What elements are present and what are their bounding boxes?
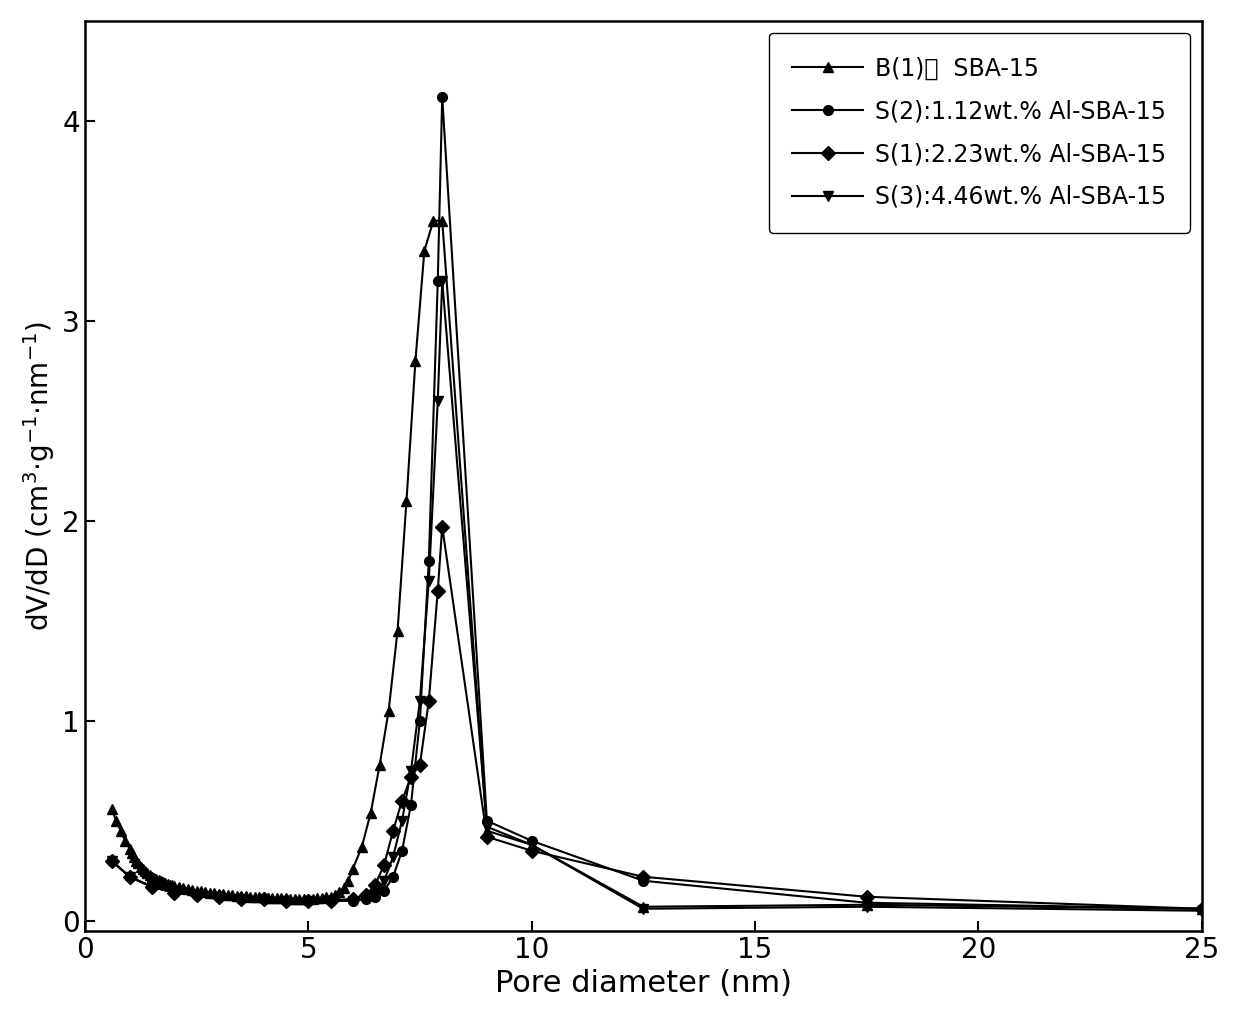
Line: S(2):1.12wt.% Al-SBA-15: S(2):1.12wt.% Al-SBA-15 — [107, 92, 1207, 914]
S(3):4.46wt.% Al-SBA-15 — [144, 880, 159, 893]
S(2):1.12wt.% Al-SBA-15 — [257, 893, 272, 905]
S(3):4.46wt.% Al-SBA-15 — [422, 575, 436, 587]
S(1):2.23wt.% Al-SBA-15 — [403, 770, 418, 783]
S(2):1.12wt.% Al-SBA-15 — [234, 893, 249, 905]
S(3):4.46wt.% Al-SBA-15 — [368, 889, 383, 901]
X-axis label: Pore diameter (nm): Pore diameter (nm) — [495, 969, 791, 999]
S(2):1.12wt.% Al-SBA-15 — [525, 835, 539, 847]
S(2):1.12wt.% Al-SBA-15 — [324, 895, 339, 907]
S(1):2.23wt.% Al-SBA-15 — [422, 695, 436, 707]
S(3):4.46wt.% Al-SBA-15 — [636, 903, 651, 915]
B(1)：  SBA-15 — [104, 803, 119, 815]
B(1)：  SBA-15 — [216, 889, 231, 901]
S(2):1.12wt.% Al-SBA-15 — [386, 870, 401, 882]
S(3):4.46wt.% Al-SBA-15 — [234, 893, 249, 905]
S(2):1.12wt.% Al-SBA-15 — [413, 714, 428, 727]
S(1):2.23wt.% Al-SBA-15 — [368, 878, 383, 891]
S(3):4.46wt.% Al-SBA-15 — [525, 839, 539, 851]
S(3):4.46wt.% Al-SBA-15 — [480, 820, 495, 833]
S(1):2.23wt.% Al-SBA-15 — [104, 855, 119, 867]
S(3):4.46wt.% Al-SBA-15 — [122, 870, 136, 882]
S(1):2.23wt.% Al-SBA-15 — [394, 795, 409, 807]
B(1)：  SBA-15 — [274, 892, 289, 904]
S(2):1.12wt.% Al-SBA-15 — [212, 891, 227, 903]
S(1):2.23wt.% Al-SBA-15 — [257, 893, 272, 905]
S(1):2.23wt.% Al-SBA-15 — [1194, 903, 1209, 915]
S(1):2.23wt.% Al-SBA-15 — [279, 895, 294, 907]
S(2):1.12wt.% Al-SBA-15 — [122, 870, 136, 882]
S(3):4.46wt.% Al-SBA-15 — [358, 893, 373, 905]
S(3):4.46wt.% Al-SBA-15 — [413, 695, 428, 707]
S(1):2.23wt.% Al-SBA-15 — [301, 895, 316, 907]
S(1):2.23wt.% Al-SBA-15 — [480, 830, 495, 843]
S(3):4.46wt.% Al-SBA-15 — [104, 855, 119, 867]
S(3):4.46wt.% Al-SBA-15 — [394, 814, 409, 826]
Line: S(1):2.23wt.% Al-SBA-15: S(1):2.23wt.% Al-SBA-15 — [107, 522, 1207, 914]
S(3):4.46wt.% Al-SBA-15 — [430, 394, 445, 407]
S(2):1.12wt.% Al-SBA-15 — [190, 889, 205, 901]
S(2):1.12wt.% Al-SBA-15 — [1194, 903, 1209, 915]
S(2):1.12wt.% Al-SBA-15 — [394, 845, 409, 857]
S(2):1.12wt.% Al-SBA-15 — [636, 874, 651, 887]
B(1)：  SBA-15 — [1194, 903, 1209, 915]
S(1):2.23wt.% Al-SBA-15 — [413, 759, 428, 771]
S(2):1.12wt.% Al-SBA-15 — [368, 891, 383, 903]
S(1):2.23wt.% Al-SBA-15 — [358, 889, 373, 901]
S(2):1.12wt.% Al-SBA-15 — [301, 895, 316, 907]
S(1):2.23wt.% Al-SBA-15 — [190, 889, 205, 901]
S(1):2.23wt.% Al-SBA-15 — [859, 891, 874, 903]
S(2):1.12wt.% Al-SBA-15 — [104, 855, 119, 867]
Y-axis label: dV/dD (cm$^3$$\cdot$g$^{-1}$$\cdot$nm$^{-1}$): dV/dD (cm$^3$$\cdot$g$^{-1}$$\cdot$nm$^{… — [21, 321, 57, 631]
S(3):4.46wt.% Al-SBA-15 — [190, 889, 205, 901]
S(2):1.12wt.% Al-SBA-15 — [403, 799, 418, 811]
S(3):4.46wt.% Al-SBA-15 — [403, 764, 418, 776]
S(1):2.23wt.% Al-SBA-15 — [636, 870, 651, 882]
S(3):4.46wt.% Al-SBA-15 — [386, 851, 401, 863]
S(1):2.23wt.% Al-SBA-15 — [525, 845, 539, 857]
S(2):1.12wt.% Al-SBA-15 — [430, 275, 445, 287]
S(3):4.46wt.% Al-SBA-15 — [212, 891, 227, 903]
S(2):1.12wt.% Al-SBA-15 — [167, 887, 182, 899]
S(1):2.23wt.% Al-SBA-15 — [144, 880, 159, 893]
S(2):1.12wt.% Al-SBA-15 — [422, 554, 436, 567]
S(1):2.23wt.% Al-SBA-15 — [377, 859, 392, 871]
S(1):2.23wt.% Al-SBA-15 — [234, 893, 249, 905]
S(1):2.23wt.% Al-SBA-15 — [430, 585, 445, 597]
S(2):1.12wt.% Al-SBA-15 — [859, 897, 874, 909]
S(3):4.46wt.% Al-SBA-15 — [859, 901, 874, 913]
B(1)：  SBA-15 — [288, 893, 303, 905]
S(1):2.23wt.% Al-SBA-15 — [212, 891, 227, 903]
S(1):2.23wt.% Al-SBA-15 — [122, 870, 136, 882]
S(3):4.46wt.% Al-SBA-15 — [1194, 905, 1209, 917]
S(3):4.46wt.% Al-SBA-15 — [301, 895, 316, 907]
Legend: B(1)：  SBA-15, S(2):1.12wt.% Al-SBA-15, S(1):2.23wt.% Al-SBA-15, S(3):4.46wt.% A: B(1)： SBA-15, S(2):1.12wt.% Al-SBA-15, S… — [769, 33, 1189, 232]
S(2):1.12wt.% Al-SBA-15 — [346, 895, 361, 907]
S(1):2.23wt.% Al-SBA-15 — [435, 521, 450, 533]
S(3):4.46wt.% Al-SBA-15 — [279, 895, 294, 907]
Line: B(1)：  SBA-15: B(1)： SBA-15 — [107, 216, 1207, 914]
S(3):4.46wt.% Al-SBA-15 — [435, 275, 450, 287]
S(2):1.12wt.% Al-SBA-15 — [358, 893, 373, 905]
S(3):4.46wt.% Al-SBA-15 — [167, 887, 182, 899]
S(2):1.12wt.% Al-SBA-15 — [435, 91, 450, 103]
S(2):1.12wt.% Al-SBA-15 — [480, 814, 495, 826]
S(3):4.46wt.% Al-SBA-15 — [346, 895, 361, 907]
B(1)：  SBA-15 — [301, 893, 316, 905]
B(1)：  SBA-15 — [425, 215, 440, 227]
S(2):1.12wt.% Al-SBA-15 — [377, 884, 392, 897]
S(3):4.46wt.% Al-SBA-15 — [377, 874, 392, 887]
S(2):1.12wt.% Al-SBA-15 — [144, 880, 159, 893]
S(1):2.23wt.% Al-SBA-15 — [167, 887, 182, 899]
S(1):2.23wt.% Al-SBA-15 — [386, 824, 401, 837]
S(3):4.46wt.% Al-SBA-15 — [257, 893, 272, 905]
S(3):4.46wt.% Al-SBA-15 — [324, 895, 339, 907]
B(1)：  SBA-15 — [269, 892, 284, 904]
Line: S(3):4.46wt.% Al-SBA-15: S(3):4.46wt.% Al-SBA-15 — [107, 276, 1207, 916]
B(1)：  SBA-15 — [399, 494, 414, 506]
S(1):2.23wt.% Al-SBA-15 — [324, 895, 339, 907]
S(1):2.23wt.% Al-SBA-15 — [346, 893, 361, 905]
S(2):1.12wt.% Al-SBA-15 — [279, 895, 294, 907]
